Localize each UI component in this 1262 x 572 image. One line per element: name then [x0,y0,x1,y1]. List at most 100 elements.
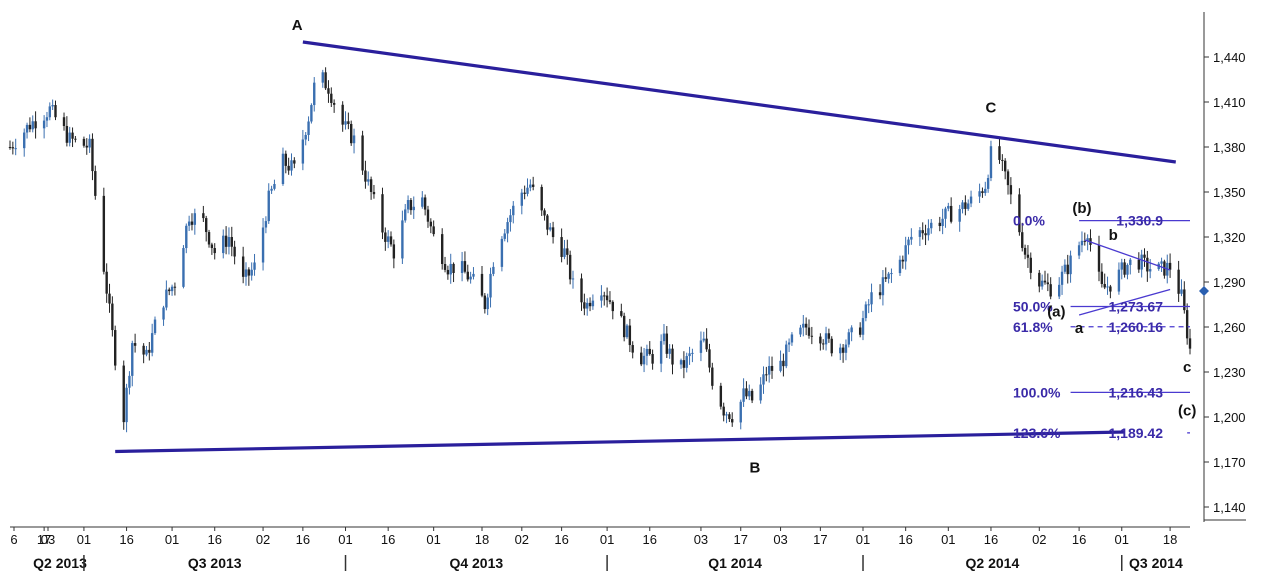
candle-body [662,333,666,342]
candle-body [1026,254,1030,258]
candle-body [659,341,663,364]
candle-body [719,385,723,407]
candle-body [1160,261,1163,264]
candle-body [1040,280,1044,287]
candle-body [611,301,614,312]
candle-body [978,191,981,197]
candle-body [88,138,91,148]
wave-label: B [750,460,761,477]
candle-body [170,286,174,292]
candle-body [281,153,285,185]
candle-body [540,186,543,211]
candle-body [739,401,742,423]
candle-body [386,236,390,242]
candle-body [921,230,924,234]
candle-body [82,138,86,146]
candle-body [449,263,452,275]
candle-body [264,221,268,228]
candle-body [1109,286,1112,292]
candle-body [307,121,310,135]
candle-body [631,345,634,353]
candle-body [185,225,188,249]
candle-body [731,419,734,423]
quarter-label: Q3 2013 [188,555,242,571]
candle-body [45,117,49,121]
candle-body [807,327,811,336]
x-tick-label: 02 [515,532,529,547]
x-tick-label: 16 [984,532,998,547]
x-tick-label: 03 [694,532,708,547]
candle-body [114,330,117,366]
candle-body [981,191,984,194]
candle-body [287,165,290,171]
candle-body [1006,171,1010,186]
candle-body [142,345,145,355]
candle-body [1058,284,1061,297]
candle-body [94,171,97,196]
candle-body [802,323,805,328]
candle-body [270,188,273,191]
fibonacci-layer: 0.0% 1,330.9 50.0% 1,273.67 61.8% 1,260.16 100… [1013,213,1190,441]
candle-body [1080,240,1084,246]
candle-body [779,360,782,371]
candle-body [998,146,1001,160]
candle-body [361,135,364,171]
candle-body [804,323,808,328]
candle-body [691,352,694,354]
candle-body [1140,254,1143,270]
candle-body [102,195,106,272]
y-tick-label: 1,230 [1213,365,1246,380]
candle-body [523,192,526,194]
candle-body [1146,257,1149,272]
candle-body [651,354,654,364]
candle-body [227,237,231,247]
candle-body [253,262,256,270]
candle-body [549,227,552,230]
candle-body [625,325,629,338]
candle-body [642,355,646,365]
candle-body [767,365,771,375]
candle-body [1021,232,1024,248]
candle-body [898,259,902,274]
candle-body [949,205,953,222]
candle-body [1126,264,1129,275]
candle-body [310,105,313,122]
candle-body [182,248,185,287]
candle-body [54,105,57,118]
candle-body [443,263,447,270]
candle-body [881,277,885,296]
candle-body [28,124,32,130]
candle-body [372,191,376,195]
candle-body [1069,255,1072,275]
candle-body [568,254,572,280]
candle-body [938,222,941,227]
candle-body [648,348,651,355]
candle-body [844,344,848,353]
fib-value-label: 1,330.9 [1116,213,1163,229]
y-tick-label: 1,260 [1213,320,1246,335]
candle-body [1117,269,1121,292]
fib-value-label: 1,216.43 [1109,384,1164,400]
x-tick-label: 03 [41,532,55,547]
fib-value-label: 1,273.67 [1109,298,1164,314]
candle-body [440,234,444,264]
candle-body [421,197,424,207]
candle-body [1083,240,1086,242]
candle-body [699,340,703,353]
candle-body [290,160,293,171]
candle-body [708,349,711,368]
candle-body [1063,264,1067,272]
candle-body [406,200,410,210]
candle-body [503,233,506,239]
candle-body [679,360,683,365]
candle-body [165,289,168,308]
candle-body [591,300,595,307]
candle-body [1018,194,1021,233]
candle-body [131,343,134,376]
candle-body [822,343,825,345]
candle-body [1103,283,1106,288]
candle-body [728,414,731,420]
candle-body [51,105,54,107]
candle-body [765,374,768,376]
candle-body [202,213,205,219]
